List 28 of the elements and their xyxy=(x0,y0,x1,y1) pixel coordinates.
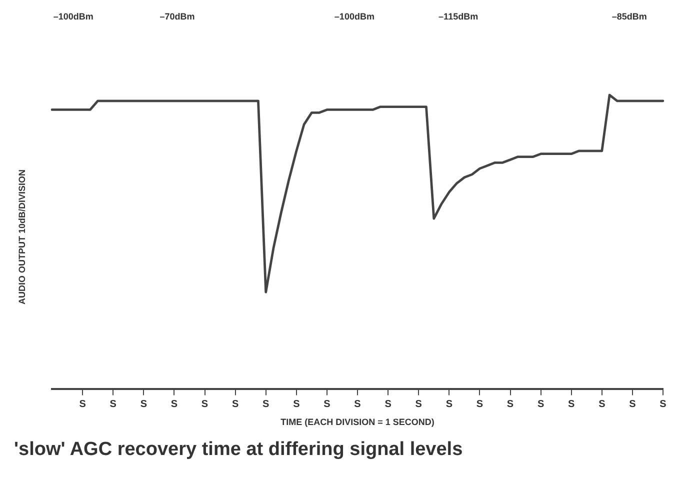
x-tick-label: S xyxy=(568,398,576,410)
x-tick-label: S xyxy=(660,398,667,410)
y-axis-title: AUDIO OUTPUT 10dB/DIVISION xyxy=(17,169,27,305)
x-tick-label: S xyxy=(110,398,117,410)
x-tick-label: S xyxy=(598,398,606,410)
x-tick-label: S xyxy=(232,398,239,410)
text: –115dBm xyxy=(438,11,478,22)
x-axis-title: TIME (EACH DIVISION = 1 SECOND) xyxy=(280,417,434,428)
x-tick-label: S xyxy=(537,398,544,410)
x-tick-label: S xyxy=(201,398,208,410)
x-tick-label: S xyxy=(354,398,362,410)
x-tick-label: S xyxy=(629,398,636,410)
x-tick-label: S xyxy=(293,398,300,410)
text: –100dBm xyxy=(334,11,374,22)
x-tick-label: S xyxy=(170,398,178,410)
x-tick-label: S xyxy=(446,398,453,410)
x-tick-label: S xyxy=(324,398,331,410)
x-tick-label: S xyxy=(476,398,484,410)
x-tick-label: S xyxy=(506,398,514,410)
x-tick-label: S xyxy=(415,398,422,410)
x-tick-label: S xyxy=(262,398,270,410)
text: –85dBm xyxy=(612,11,647,22)
text: –100dBm xyxy=(53,11,94,22)
text: 'slow' AGC recovery time at differing signal levels xyxy=(14,438,464,462)
x-tick-label: S xyxy=(140,398,148,410)
text: –70dBm xyxy=(160,11,195,22)
x-tick-label: S xyxy=(79,398,86,410)
x-tick-label: S xyxy=(384,398,392,410)
